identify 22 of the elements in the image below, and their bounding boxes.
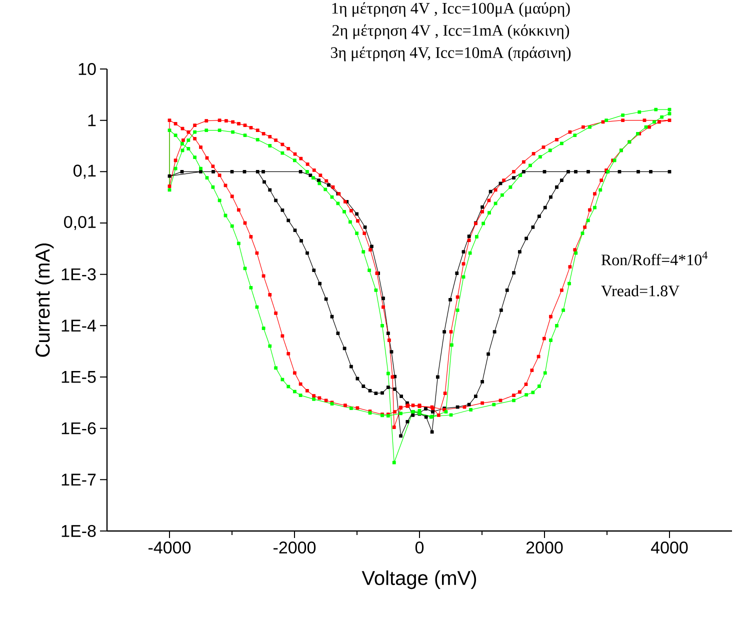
y-tick-label: 1E-8: [62, 524, 96, 538]
annotation: Ron/Roff=4*10$^{4}$: [601, 252, 708, 266]
x-tick-label: 0: [415, 541, 424, 554]
y-tick-label: 10: [78, 62, 96, 76]
x-tick-label: -4000: [148, 541, 191, 554]
y-tick-label: 1E-5: [62, 371, 96, 383]
annotation: Vread=1.8V: [601, 285, 680, 296]
text: 3η μέτρηση 4V, Icc=10mA (πράσινη): [330, 46, 571, 62]
y-axis-title: Current (mA): [35, 243, 54, 357]
x-tick-label: 2000: [526, 541, 563, 554]
text: 2η μέτρηση 4V , Icc=1mA (κόκκινη): [332, 24, 570, 40]
x-axis-title: Voltage (mV): [362, 570, 476, 590]
text: 1η μέτρηση 4V , Icc=100μA (μαύρη): [332, 2, 570, 17]
y-tick-label: 1E-7: [62, 474, 96, 486]
x-tick-label: -2000: [274, 541, 316, 554]
y-tick-label: 1E-6: [62, 422, 96, 434]
y-tick-label: 1: [88, 114, 96, 126]
x-tick-label: 4000: [650, 541, 688, 554]
y-tick-label: 0,1: [73, 164, 96, 179]
y-tick-label: 0,01: [64, 216, 96, 230]
y-tick-label: 1E-4: [62, 320, 96, 332]
y-tick-label: 1E-3: [62, 268, 96, 280]
